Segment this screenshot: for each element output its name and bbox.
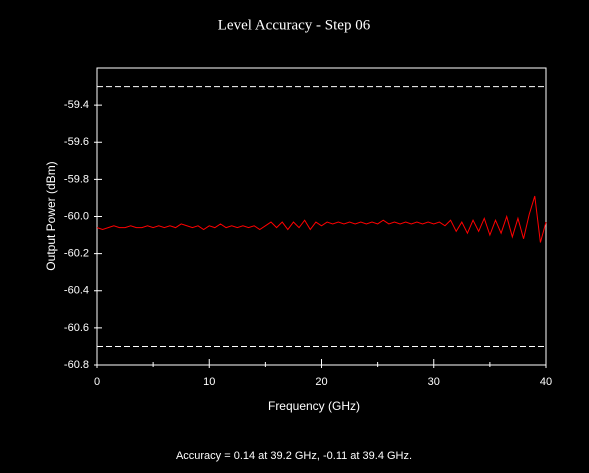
y-tick-label: -59.4 — [64, 99, 89, 111]
annotation: Accuracy = 0.14 at 39.2 GHz, -0.11 at 39… — [176, 450, 412, 462]
x-tick-label: 20 — [315, 376, 327, 388]
y-tick-label: -60.6 — [64, 322, 89, 334]
y-tick-label: -60.2 — [64, 248, 89, 260]
y-tick-label: -59.6 — [64, 136, 89, 148]
x-tick-label: 30 — [428, 376, 440, 388]
x-tick-label: 40 — [540, 376, 552, 388]
plot-frame — [96, 67, 547, 366]
chart-title: Level Accuracy - Step 06 — [218, 17, 371, 33]
data-line — [96, 195, 547, 243]
x-tick-label: 10 — [203, 376, 215, 388]
x-axis-title: Frequency (GHz) — [268, 399, 360, 413]
y-tick-label: -60.4 — [64, 285, 89, 297]
y-axis-title: Output Power (dBm) — [44, 161, 58, 270]
y-tick-label: -60.0 — [64, 210, 89, 222]
y-tick-label: -59.8 — [64, 173, 89, 185]
x-tick-label: 0 — [94, 376, 100, 388]
y-tick-label: -60.8 — [64, 359, 89, 371]
